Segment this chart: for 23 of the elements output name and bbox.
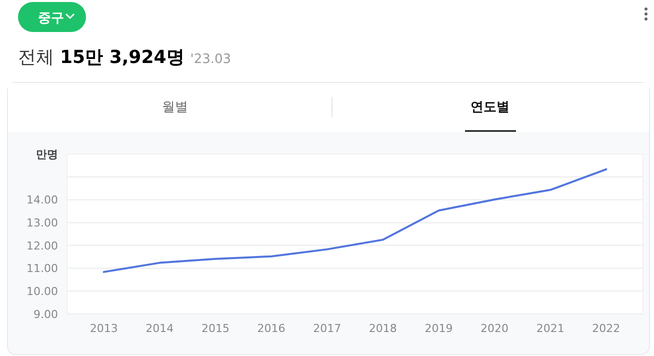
x-tick-label: 2013	[90, 322, 118, 335]
y-tick-label: 10.00	[26, 284, 58, 298]
line-series	[102, 168, 608, 273]
x-tick-label: 2020	[480, 322, 509, 335]
y-tick-label: 11.00	[26, 262, 58, 276]
x-tick-label: 2016	[257, 322, 286, 335]
x-tick-label: 2018	[368, 322, 397, 335]
chart-title: 전체 15만 3,924명	[18, 47, 184, 68]
y-tick-label: 12.00	[26, 239, 58, 252]
x-tick-label: 2021	[536, 322, 564, 335]
y-tick-label: 9.00	[34, 308, 58, 321]
x-tick-label: 2017	[313, 322, 342, 335]
x-tick-label: 2015	[201, 322, 230, 335]
x-tick-label: 2022	[592, 322, 620, 335]
text: 중구	[38, 11, 64, 26]
text: 월별	[162, 100, 188, 115]
x-tick-label: 2019	[424, 322, 453, 335]
y-tick-label: 14.00	[26, 194, 58, 207]
chart-subtitle: '23.03	[190, 52, 232, 67]
y-tick-label: 13.00	[26, 216, 58, 230]
y-axis-title: 만명	[36, 148, 58, 161]
x-tick-label: 2014	[146, 322, 174, 335]
text: 연도별	[470, 100, 510, 115]
